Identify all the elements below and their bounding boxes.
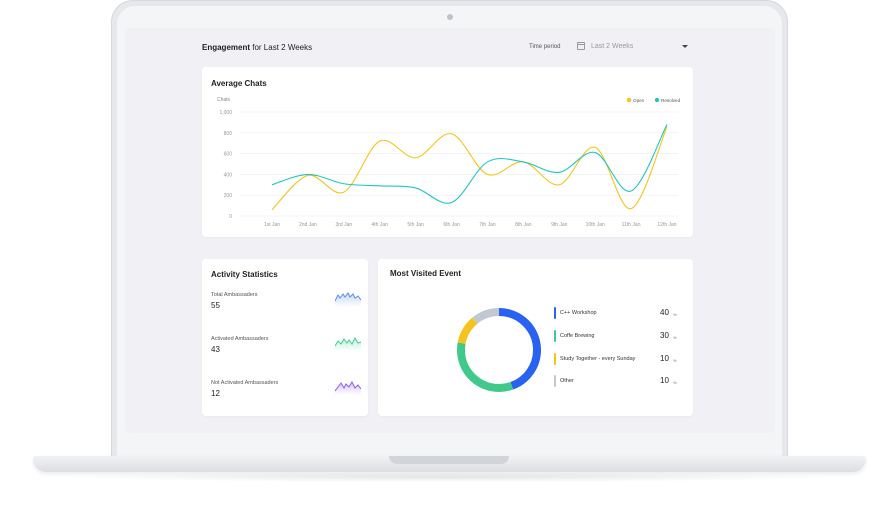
x-tick-label: 1st Jan (264, 222, 280, 228)
y-tick-label: 400 (224, 172, 233, 178)
x-tick-label: 3rd Jan (335, 222, 352, 228)
stat-value: 43 (211, 345, 220, 354)
x-tick-label: 11th Jan (622, 222, 641, 228)
stat-not-activated-ambassadors: Not Activated Ambassaders 12 (211, 380, 278, 398)
x-tick-label: 5th Jan (407, 222, 424, 228)
x-tick-label: 12th Jan (657, 222, 676, 228)
legend-value: 30 (660, 331, 669, 340)
donut-slice-other (457, 308, 541, 392)
time-period-label: Time period (529, 44, 561, 50)
donut-slice-coffee (457, 308, 541, 392)
page-title-bold: Engagement (202, 43, 251, 52)
legend-dot-open (626, 97, 632, 103)
legend-label: Other (560, 378, 574, 384)
camera-icon (447, 14, 453, 20)
legend-label: C++ Workshop (560, 310, 597, 316)
series-line-open (271, 126, 668, 211)
stat-label: Activated Ambassaders (211, 336, 269, 342)
stat-value: 12 (211, 389, 220, 398)
legend-dot-resolved (654, 97, 660, 103)
legend-value: 40 (660, 308, 669, 317)
laptop-base (33, 456, 866, 472)
activity-statistics-card: Activity Statistics Total Ambassaders 55… (202, 259, 368, 416)
event-donut-chart (457, 308, 541, 392)
y-tick-label: 1,000 (219, 110, 232, 116)
legend-swatch (554, 307, 556, 319)
legend-label: Study Together - every Sunday (560, 356, 636, 362)
activity-statistics-title: Activity Statistics (211, 270, 278, 279)
series-line-resolved (271, 124, 668, 204)
most-visited-event-title: Most Visited Event (390, 269, 461, 278)
legend-value: 10 (660, 354, 669, 363)
legend-label-resolved: Resolved (661, 98, 681, 103)
time-period-select[interactable]: Last 2 Weeks (591, 43, 634, 50)
sparkline-activated-icon (335, 336, 361, 351)
x-tick-label: 7th Jan (479, 222, 496, 228)
dashboard-screen: Engagement for Last 2 Weeks Time period … (125, 28, 775, 433)
y-tick-label: 0 (229, 214, 232, 220)
stat-total-ambassadors: Total Ambassaders 55 (211, 292, 257, 310)
y-tick-label: 200 (224, 193, 233, 199)
stat-label: Not Activated Ambassaders (211, 380, 279, 386)
legend-unit: % (673, 312, 677, 317)
legend-swatch (554, 375, 556, 387)
legend-item-other: Other 10 % (554, 375, 686, 387)
x-tick-label: 8th Jan (515, 222, 532, 228)
sparkline-total-icon (335, 292, 361, 307)
page-title: Engagement for Last 2 Weeks (202, 43, 312, 52)
legend-label-open: Open (633, 98, 645, 103)
legend-unit: % (673, 380, 677, 385)
chevron-down-icon[interactable] (682, 45, 688, 48)
most-visited-event-card: Most Visited Event C++ Workshop 40 % Cof… (378, 259, 693, 416)
x-tick-label: 2nd Jan (299, 222, 317, 228)
y-tick-label: 600 (224, 152, 233, 158)
average-chats-title: Average Chats (211, 79, 267, 88)
legend-swatch (554, 353, 556, 365)
legend-swatch (554, 330, 556, 342)
y-axis-label: Chats (217, 97, 231, 103)
x-tick-label: 10th Jan (586, 222, 605, 228)
x-tick-label: 9th Jan (551, 222, 568, 228)
legend-item-study-together: Study Together - every Sunday 10 % (554, 353, 686, 365)
laptop-notch (389, 456, 509, 464)
average-chats-chart: Chats 0 200 400 600 800 1,000 1st Jan 2nd Jan 3rd… (217, 97, 681, 228)
legend-item-cpp-workshop: C++ Workshop 40 % (554, 307, 686, 319)
laptop-shadow (60, 472, 840, 482)
legend-item-coffee-brewing: Coffe Brewing 30 % (554, 330, 686, 342)
x-tick-label: 6th Jan (443, 222, 460, 228)
stat-value: 55 (211, 301, 220, 310)
average-chats-card: Average Chats Chats 0 200 400 600 800 1,000 1st… (202, 67, 693, 237)
calendar-icon[interactable] (577, 42, 585, 50)
legend-unit: % (673, 335, 677, 340)
page-title-rest: for Last 2 Weeks (250, 43, 313, 52)
legend-value: 10 (660, 376, 669, 385)
x-tick-label: 4th Jan (372, 222, 389, 228)
y-tick-label: 800 (224, 131, 233, 137)
stat-activated-ambassadors: Activated Ambassaders 43 (211, 336, 268, 354)
legend-label: Coffe Brewing (560, 333, 595, 339)
legend-unit: % (673, 358, 677, 363)
sparkline-not-activated-icon (335, 380, 361, 395)
stat-label: Total Ambassaders (211, 292, 258, 298)
